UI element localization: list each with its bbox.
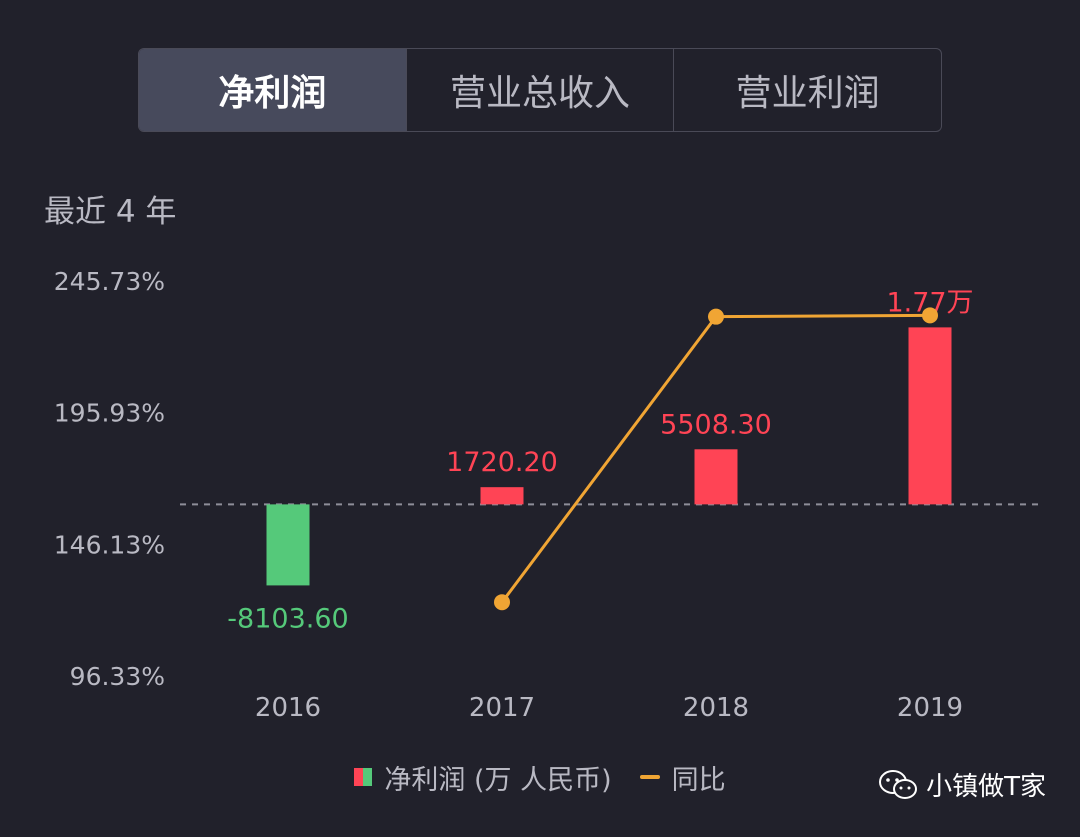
- y-tick-label: 146.13%: [54, 530, 165, 559]
- x-tick-label: 2019: [897, 693, 963, 723]
- yoy-point: [494, 594, 510, 611]
- yoy-point: [922, 307, 938, 324]
- legend-label-net-profit: 净利润 (万 人民币): [384, 764, 612, 796]
- y-tick-label: 195.93%: [54, 399, 165, 428]
- x-tick-label: 2017: [469, 693, 535, 723]
- wechat-icon: [879, 769, 918, 799]
- chart-area: 245.73% 195.93% 146.13% 96.33% -8103.60 1720.…: [54, 267, 1040, 723]
- tab-operating-profit[interactable]: 营业利润: [673, 49, 941, 131]
- tab-net-profit[interactable]: 净利润: [139, 49, 406, 131]
- x-tick-label: 2016: [255, 693, 321, 723]
- bar-value-label: 1720.20: [446, 447, 558, 478]
- bar: [480, 487, 524, 505]
- watermark-text: 小镇做T家: [926, 772, 1046, 802]
- bar-value-label: -8103.60: [227, 603, 348, 634]
- y-tick-label: 245.73%: [54, 267, 165, 296]
- bar-legend-swatch: [354, 768, 373, 786]
- legend-label-yoy: 同比: [671, 764, 726, 796]
- bar: [694, 449, 738, 505]
- metric-tabs: 净利润 营业总收入 营业利润: [138, 48, 942, 132]
- bar-value-label: 5508.30: [660, 409, 772, 440]
- bar: [266, 504, 310, 586]
- line-legend-swatch: [639, 775, 660, 779]
- yoy-point: [708, 308, 724, 325]
- bar: [908, 327, 952, 505]
- chart-legend: 净利润 (万 人民币) 同比: [0, 752, 1080, 802]
- legend-item-net-profit[interactable]: 净利润 (万 人民币): [354, 758, 612, 797]
- legend-item-yoy[interactable]: 同比: [639, 758, 726, 797]
- tab-total-revenue[interactable]: 营业总收入: [405, 49, 674, 131]
- period-label: 最近 4 年: [44, 194, 177, 230]
- y-tick-label: 96.33%: [70, 662, 165, 691]
- x-tick-label: 2018: [683, 693, 749, 723]
- watermark: 小镇做T家: [878, 766, 1046, 803]
